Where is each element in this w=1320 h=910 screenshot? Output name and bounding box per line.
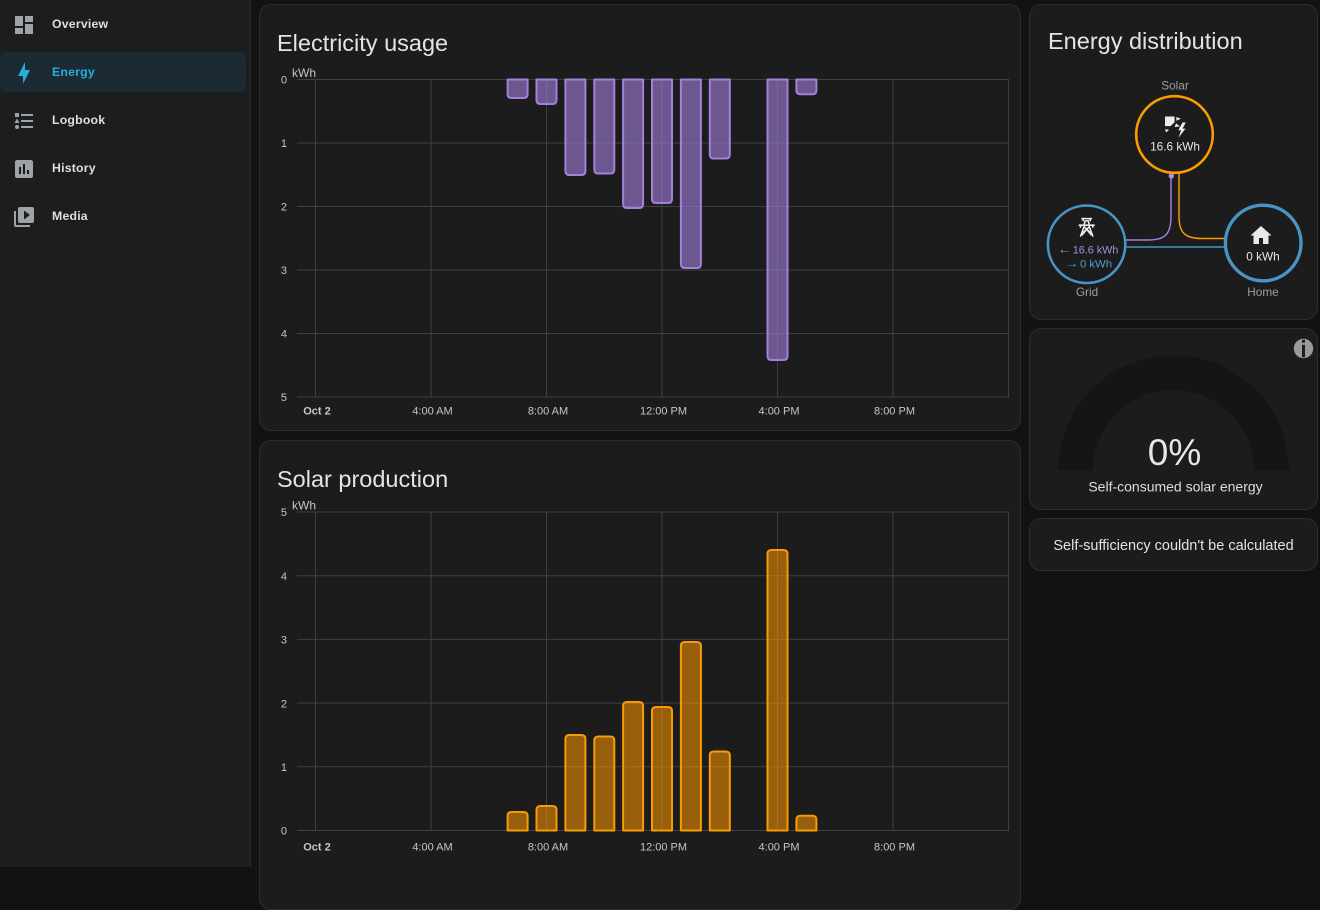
svg-text:4:00 AM: 4:00 AM [412,406,452,418]
svg-text:12:00 PM: 12:00 PM [640,406,687,418]
svg-text:4: 4 [281,329,287,341]
svg-text:kWh: kWh [292,66,316,80]
svg-text:4:00 PM: 4:00 PM [759,842,800,854]
svg-text:2: 2 [281,202,287,214]
svg-text:Energy distribution: Energy distribution [1048,28,1243,54]
svg-text:4:00 AM: 4:00 AM [412,842,452,854]
svg-text:kWh: kWh [292,499,316,513]
svg-text:8:00 AM: 8:00 AM [528,842,568,854]
svg-text:0%: 0% [1148,432,1201,473]
svg-text:12:00 PM: 12:00 PM [640,842,687,854]
svg-text:1: 1 [281,762,287,774]
svg-text:Home: Home [1247,285,1279,299]
svg-text:←16.6 kWh: ← 16.6 kWh [1058,241,1119,256]
svg-text:0 kWh: 0 kWh [1246,250,1279,264]
svg-text:16.6 kWh: 16.6 kWh [1150,140,1200,154]
svg-text:0: 0 [281,826,287,838]
svg-text:Oct 2: Oct 2 [303,406,331,418]
svg-text:4: 4 [281,571,287,583]
svg-text:Solar production: Solar production [277,466,448,492]
svg-text:2: 2 [281,698,287,710]
svg-text:1: 1 [281,138,287,150]
svg-text:5: 5 [281,392,287,404]
svg-text:8:00 AM: 8:00 AM [528,406,568,418]
svg-text:5: 5 [281,507,287,519]
svg-text:4:00 PM: 4:00 PM [759,406,800,418]
svg-text:3: 3 [281,265,287,277]
svg-text:3: 3 [281,635,287,647]
svg-text:0: 0 [281,75,287,87]
svg-text:Solar: Solar [1161,79,1189,93]
svg-text:→0 kWh: → 0 kWh [1065,256,1112,271]
svg-text:Oct 2: Oct 2 [303,842,331,854]
svg-text:Grid: Grid [1076,285,1098,299]
svg-text:Self-consumed solar energy: Self-consumed solar energy [1088,479,1262,495]
svg-text:8:00 PM: 8:00 PM [874,842,915,854]
svg-text:Electricity usage: Electricity usage [277,30,448,56]
svg-text:8:00 PM: 8:00 PM [874,406,915,418]
